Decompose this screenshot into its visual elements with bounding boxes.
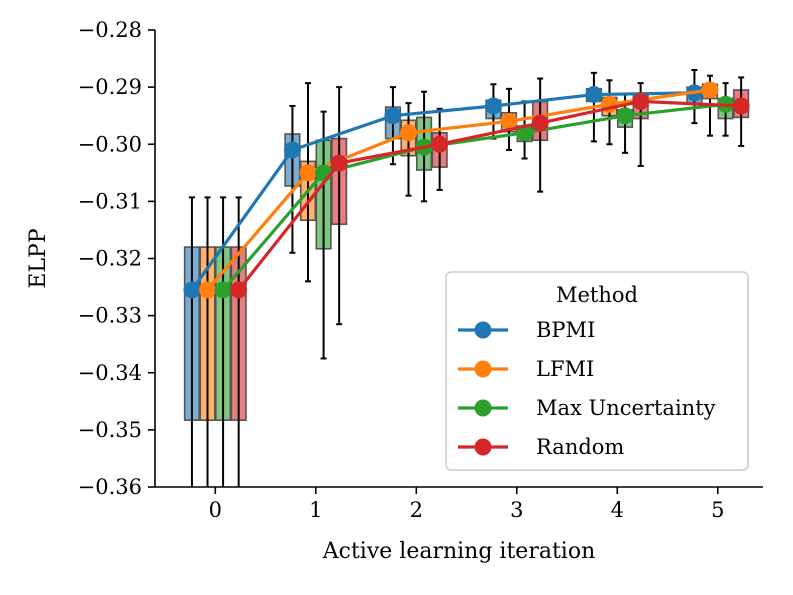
series-line-bpmi <box>190 91 695 291</box>
legend-box <box>445 271 749 471</box>
y-axis-label: ELPP <box>26 228 51 288</box>
x-tick-label-5: 5 <box>711 498 724 522</box>
axes-layer: −0.36 −0.35 −0.34 −0.33 −0.32 −0.31 −0.30 −0.29… <box>26 18 763 564</box>
point-lfmi-5 <box>701 81 719 99</box>
series-line-max-uncertainty <box>221 102 726 291</box>
legend-label-max-uncertainty: Max Uncertainty <box>536 396 716 420</box>
point-random-0 <box>230 281 248 299</box>
point-bpmi-2 <box>384 107 402 125</box>
series-line-lfmi <box>206 88 711 291</box>
legend-label-lfmi: LFMI <box>536 357 594 381</box>
legend-label-bpmi: BPMI <box>536 318 595 342</box>
y-tick-label-2: −0.34 <box>78 361 142 385</box>
point-random-3 <box>531 114 549 132</box>
point-bpmi-0 <box>183 281 201 299</box>
legend-marker-max-uncertainty <box>474 399 492 417</box>
y-tick-label-3: −0.33 <box>78 304 142 328</box>
line-layer <box>183 81 750 299</box>
legend-marker-bpmi <box>474 321 492 339</box>
point-bpmi-3 <box>484 97 502 115</box>
point-lfmi-0 <box>199 281 217 299</box>
x-tick-label-4: 4 <box>611 498 624 522</box>
x-axis-label: Active learning iteration <box>322 539 596 564</box>
x-tick-label-1: 1 <box>309 498 322 522</box>
x-tick-label-3: 3 <box>510 498 523 522</box>
point-random-2 <box>431 135 449 153</box>
series-line-random <box>237 99 742 291</box>
y-tick-label-7: −0.29 <box>78 75 142 99</box>
point-bpmi-1 <box>283 141 301 159</box>
point-random-5 <box>732 97 750 115</box>
x-tick-label-0: 0 <box>209 498 222 522</box>
legend-title: Method <box>556 283 638 307</box>
point-max-uncertainty-0 <box>214 281 232 299</box>
legend-marker-lfmi <box>474 360 492 378</box>
point-lfmi-1 <box>299 164 317 182</box>
point-lfmi-3 <box>500 112 518 130</box>
point-bpmi-4 <box>585 86 603 104</box>
x-tick-label-2: 2 <box>410 498 423 522</box>
point-lfmi-2 <box>400 124 418 142</box>
legend-layer: Method BPMI LFMI Max Uncertainty Random <box>445 271 749 471</box>
legend-label-random: Random <box>536 435 624 459</box>
y-tick-label-6: −0.30 <box>78 132 142 156</box>
y-tick-label-1: −0.35 <box>78 418 142 442</box>
y-tick-label-4: −0.32 <box>78 247 142 271</box>
y-tick-label-0: −0.36 <box>78 475 142 499</box>
point-max-uncertainty-4 <box>616 107 634 125</box>
point-random-4 <box>632 92 650 110</box>
legend-marker-random <box>474 438 492 456</box>
point-random-1 <box>330 154 348 172</box>
y-tick-label-8: −0.28 <box>78 18 142 42</box>
y-tick-label-5: −0.31 <box>78 189 142 213</box>
